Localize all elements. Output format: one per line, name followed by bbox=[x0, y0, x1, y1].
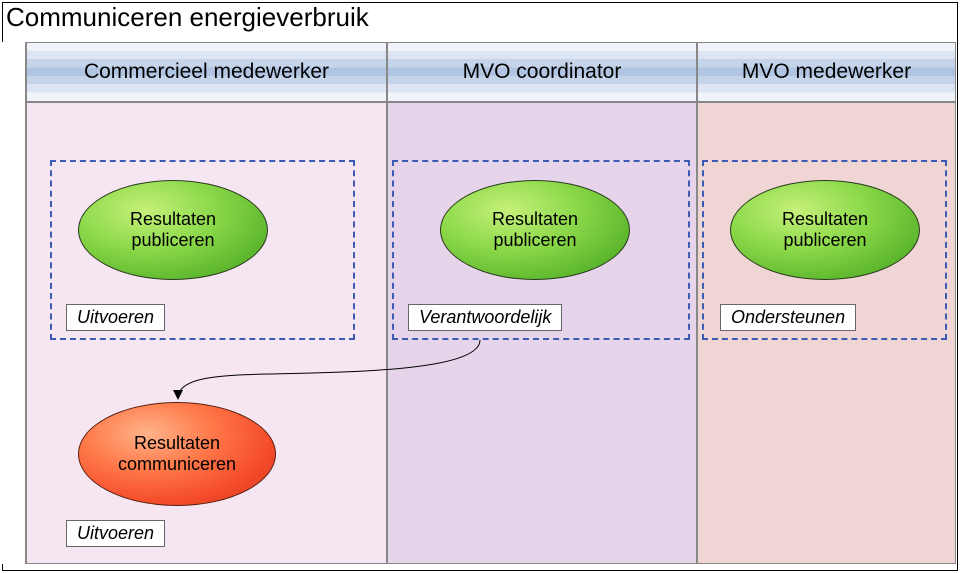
activity-label: Resultatenpubliceren bbox=[782, 209, 868, 251]
lane-header: MVO medewerker bbox=[697, 42, 956, 102]
activity-label: Resultatenpubliceren bbox=[130, 209, 216, 251]
activity-node: Resultatenpubliceren bbox=[440, 180, 630, 280]
activity-node: Resultatencommuniceren bbox=[78, 402, 276, 506]
activity-node: Resultatenpubliceren bbox=[730, 180, 920, 280]
lane-header: Commercieel medewerker bbox=[26, 42, 387, 102]
role-label: Ondersteunen bbox=[720, 304, 856, 331]
role-label: Uitvoeren bbox=[66, 304, 165, 331]
lane-header: MVO coordinator bbox=[387, 42, 697, 102]
pool-strip bbox=[0, 42, 26, 564]
role-label: Uitvoeren bbox=[66, 520, 165, 547]
activity-node: Resultatenpubliceren bbox=[78, 180, 268, 280]
activity-label: Resultatenpubliceren bbox=[492, 209, 578, 251]
diagram-title: Communiceren energieverbruik bbox=[6, 2, 369, 33]
role-label: Verantwoordelijk bbox=[408, 304, 562, 331]
activity-label: Resultatencommuniceren bbox=[118, 433, 236, 475]
